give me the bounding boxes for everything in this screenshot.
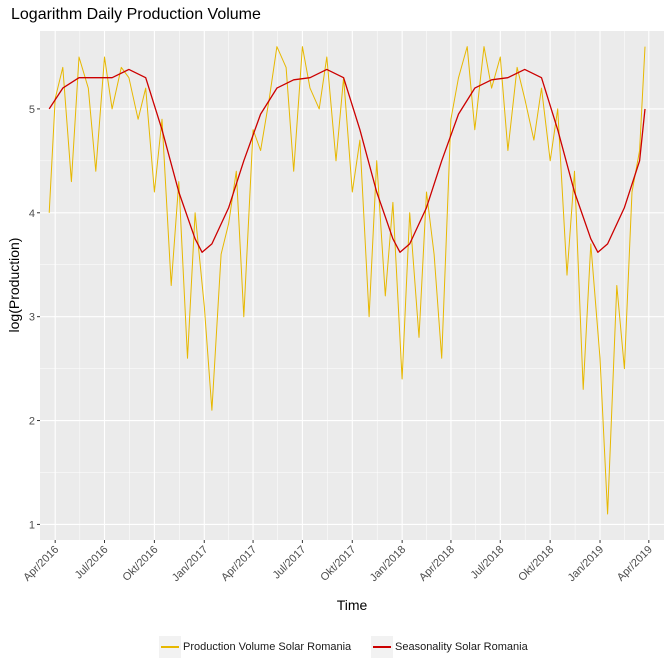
x-tick-label: Jul/2017 — [271, 544, 309, 582]
major-grid — [40, 31, 664, 540]
x-tick-label: Okt/2017 — [318, 544, 358, 584]
chart-title: Logarithm Daily Production Volume — [11, 6, 261, 23]
legend-label-seasonality: Seasonality Solar Romania — [395, 641, 528, 653]
y-tick-label: 4 — [29, 208, 35, 220]
legend-item-seasonality: Seasonality Solar Romania — [371, 636, 528, 658]
x-tick-label: Jan/2017 — [170, 544, 210, 584]
y-tick-label: 2 — [29, 416, 35, 428]
legend-label-production: Production Volume Solar Romania — [183, 641, 352, 653]
x-tick-label: Jul/2016 — [73, 544, 111, 582]
x-tick-label: Jan/2018 — [368, 544, 408, 584]
y-axis-title: log(Production) — [6, 238, 22, 333]
x-tick-label: Jan/2019 — [566, 544, 606, 584]
legend: Production Volume Solar Romania Seasonal… — [0, 636, 672, 658]
legend-key-seasonality — [371, 636, 393, 658]
x-tick-label: Apr/2017 — [219, 544, 259, 584]
series-layer — [48, 46, 646, 515]
x-tick-label: Okt/2016 — [120, 544, 160, 584]
series-line-production — [48, 46, 646, 515]
x-axis-title: Time — [337, 597, 368, 613]
y-tick-label: 5 — [29, 104, 35, 116]
y-tick-label: 1 — [29, 519, 35, 531]
legend-item-production: Production Volume Solar Romania — [159, 636, 351, 658]
x-tick-label: Apr/2018 — [417, 544, 457, 584]
x-tick-label: Okt/2018 — [516, 544, 556, 584]
legend-key-production — [159, 636, 181, 658]
x-axis: Apr/2016 Jul/2016 Okt/2016 Jan/2017 Apr/2017… — [21, 540, 655, 584]
y-tick-label: 3 — [29, 312, 35, 324]
series-line-seasonality — [48, 68, 646, 253]
y-axis: 1 2 3 4 5 — [29, 104, 40, 531]
x-tick-label: Apr/2016 — [21, 544, 61, 584]
x-tick-label: Jul/2018 — [468, 544, 506, 582]
x-tick-label: Apr/2019 — [615, 544, 655, 584]
